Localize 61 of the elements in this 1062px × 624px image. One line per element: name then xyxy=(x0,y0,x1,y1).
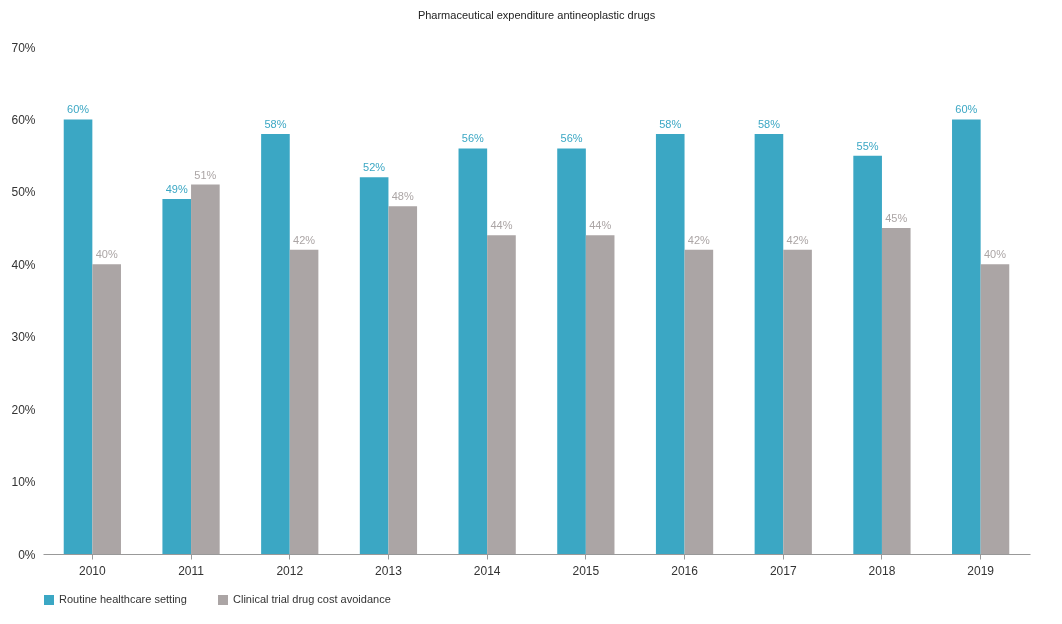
bar xyxy=(191,184,220,554)
data-label: 40% xyxy=(95,248,118,261)
data-label: 56% xyxy=(560,132,583,145)
bar xyxy=(952,119,981,554)
bar xyxy=(585,235,615,554)
data-label: 55% xyxy=(856,139,879,152)
data-label: 58% xyxy=(757,117,781,130)
data-label: 42% xyxy=(687,233,711,246)
bar xyxy=(980,264,1010,554)
bar xyxy=(557,148,586,554)
legend-label: Clinical trial drug cost avoidance xyxy=(233,593,391,605)
data-label: 49% xyxy=(165,183,188,196)
data-label: 56% xyxy=(461,132,485,145)
legend-label: Routine healthcare setting xyxy=(59,593,187,605)
y-tick-label: 30% xyxy=(11,330,36,345)
data-label: 48% xyxy=(391,190,414,203)
y-tick-label: 10% xyxy=(11,475,36,490)
bar xyxy=(754,133,784,554)
data-label: 51% xyxy=(194,168,217,181)
bar xyxy=(487,235,516,554)
data-label: 45% xyxy=(885,212,908,225)
data-label: 58% xyxy=(659,117,682,130)
y-tick-label: 60% xyxy=(11,112,36,127)
data-label: 44% xyxy=(589,219,612,232)
x-tick-label: 2015 xyxy=(572,563,600,578)
data-label: 42% xyxy=(786,233,809,246)
bar xyxy=(655,133,685,554)
x-tick-label: 2018 xyxy=(868,563,896,578)
bar xyxy=(388,206,418,554)
data-label: 60% xyxy=(67,103,90,116)
y-tick-label: 20% xyxy=(11,402,36,417)
bar xyxy=(261,133,290,554)
bar xyxy=(289,249,319,554)
data-label: 44% xyxy=(490,219,513,232)
x-tick-label: 2011 xyxy=(178,563,205,578)
data-label: 40% xyxy=(983,248,1007,261)
x-tick-label: 2010 xyxy=(79,563,107,578)
x-tick-label: 2012 xyxy=(276,563,304,578)
bar xyxy=(359,177,389,554)
y-tick-label: 50% xyxy=(11,185,36,200)
bar xyxy=(92,264,121,554)
bar xyxy=(853,155,882,554)
x-tick-label: 2016 xyxy=(671,563,699,578)
bar xyxy=(458,148,488,554)
data-label: 42% xyxy=(293,233,316,246)
y-tick-label: 0% xyxy=(18,547,36,562)
data-label: 52% xyxy=(363,161,386,174)
x-tick-label: 2017 xyxy=(769,563,797,578)
y-tick-label: 70% xyxy=(11,40,36,55)
x-tick-label: 2013 xyxy=(375,563,403,578)
y-tick-label: 40% xyxy=(11,257,36,272)
bar xyxy=(162,199,192,554)
data-label: 58% xyxy=(264,117,287,130)
bar xyxy=(63,119,93,554)
x-tick-label: 2014 xyxy=(473,563,501,578)
bar xyxy=(684,249,714,554)
bar xyxy=(783,249,812,554)
data-label: 60% xyxy=(955,103,978,116)
chart-title: Pharmaceutical expenditure antineoplastic drugs xyxy=(417,9,656,21)
x-tick-label: 2019 xyxy=(967,563,995,578)
bar xyxy=(881,228,911,554)
